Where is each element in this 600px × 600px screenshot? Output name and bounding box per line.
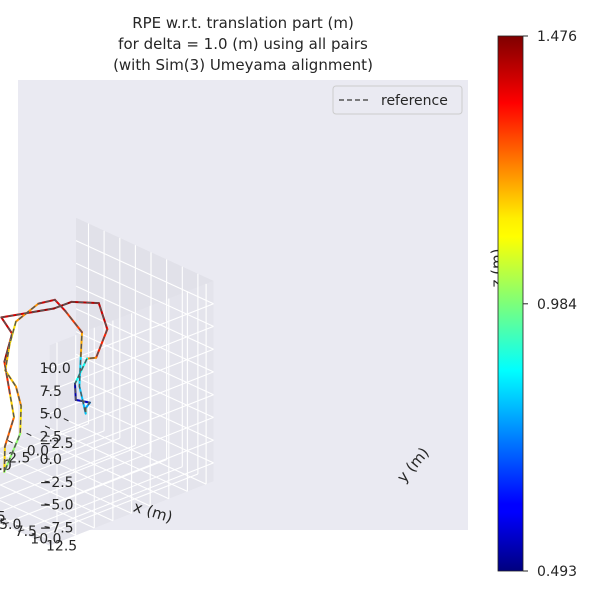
gridlines — [0, 223, 214, 544]
reference-path — [0, 299, 109, 473]
title-line-3: (with Sim(3) Umeyama alignment) — [113, 56, 373, 74]
z-gridline-left — [75, 376, 214, 441]
x-tick-mark — [63, 418, 69, 422]
y-gridline-floor — [0, 451, 152, 513]
z-gridline-left — [75, 331, 214, 396]
y-gridline-floor — [0, 437, 121, 486]
colorbar-tick-label: 0.984 — [537, 297, 577, 313]
x-tick-label: 0.0 — [27, 443, 49, 459]
z-tick-mark — [44, 480, 50, 483]
x-tick-mark — [26, 432, 32, 437]
z-tick-mark — [44, 389, 50, 392]
z-tick-label: −2.5 — [40, 475, 74, 491]
z-tick-mark — [44, 366, 50, 369]
z-gridline-right — [49, 303, 214, 369]
y-gridline-floor — [33, 473, 199, 539]
z-gridline-right — [49, 462, 214, 528]
z-tick-label: 2.5 — [40, 429, 62, 445]
x-gridline-floor — [0, 468, 114, 522]
x-tick-mark — [44, 425, 51, 429]
x-gridline-floor — [31, 435, 170, 500]
y-gridline-floor — [0, 430, 105, 473]
z-tick-mark — [44, 412, 50, 415]
legend-reference-label: reference — [381, 93, 448, 109]
legend: reference — [332, 85, 463, 115]
z-tick-mark — [44, 435, 50, 437]
trajectory-segment — [64, 310, 83, 334]
title: RPE w.r.t. translation part (m) for delt… — [113, 14, 373, 74]
y-gridline-floor — [2, 459, 167, 525]
z-gridline-right — [49, 439, 214, 506]
x-gridline-floor — [0, 499, 76, 536]
x-gridline-floor — [0, 484, 95, 529]
colorbar-tick-label: 1.476 — [537, 29, 577, 45]
legend-box — [332, 85, 463, 115]
y-tick-label: 5.0 — [0, 517, 21, 533]
y-tick-label: 7.5 — [15, 524, 37, 540]
y-tick-mark — [33, 536, 41, 539]
x-gridline-floor — [12, 442, 151, 507]
z-tick-label: 7.5 — [40, 384, 62, 400]
z-gridline-right — [49, 394, 214, 460]
y-tick-label: 12.5 — [46, 538, 77, 554]
z-tick-label: 0.0 — [40, 452, 62, 468]
colorbar-ticks: 0.493 0.984 1.476 — [523, 29, 577, 580]
z-tick-mark — [44, 457, 50, 460]
x-gridline-floor — [49, 427, 188, 492]
colorbar-gradient — [497, 35, 524, 572]
y-tick-label: 10.0 — [30, 531, 61, 547]
x-gridline-floor — [0, 452, 132, 514]
z-gridline-right — [49, 416, 214, 483]
x-gridline-floor — [0, 515, 58, 544]
z-gridline-right — [49, 371, 214, 437]
z-tick-label: −7.5 — [40, 520, 74, 536]
z-tick-label: 5.0 — [40, 407, 62, 423]
z-gridline-left — [75, 262, 214, 327]
y-tick-label: 2.5 — [0, 510, 6, 526]
z-gridline-right — [49, 348, 214, 415]
axes-3d: −2.50.02.55.07.510.012.515.017.5−5.0−2.5… — [0, 80, 506, 554]
z-tick-mark — [44, 503, 50, 506]
y-gridline-floor — [0, 444, 136, 500]
trajectory — [0, 298, 109, 473]
trajectory-segment — [70, 300, 100, 305]
colorbar: 0.493 0.984 1.476 — [497, 29, 577, 580]
y-gridline-floor — [0, 423, 89, 460]
colorbar-tick-label: 0.493 — [537, 564, 577, 580]
z-gridline-left — [75, 353, 214, 418]
x-gridline-floor — [68, 420, 207, 485]
x-tick-mark — [7, 440, 13, 444]
title-line-2: for delta = 1.0 (m) using all pairs — [118, 35, 368, 53]
y-tick-mark — [2, 522, 9, 525]
z-tick-label: −5.0 — [40, 498, 74, 514]
z-tick-mark — [44, 526, 50, 528]
z-gridline-left — [75, 399, 214, 464]
z-gridline-left — [75, 285, 214, 350]
y-gridline-floor — [18, 466, 183, 532]
y-tick-mark — [18, 529, 25, 532]
axis-ticks: −2.50.02.55.07.510.012.515.017.5−5.0−2.5… — [0, 361, 77, 554]
x-tick-label: 2.5 — [8, 451, 30, 467]
z-tick-label: 10.0 — [40, 361, 71, 377]
z-gridline-left — [75, 240, 214, 305]
title-line-1: RPE w.r.t. translation part (m) — [132, 14, 354, 32]
x-tick-label: −2.5 — [40, 436, 74, 452]
z-gridline-left — [75, 308, 214, 373]
